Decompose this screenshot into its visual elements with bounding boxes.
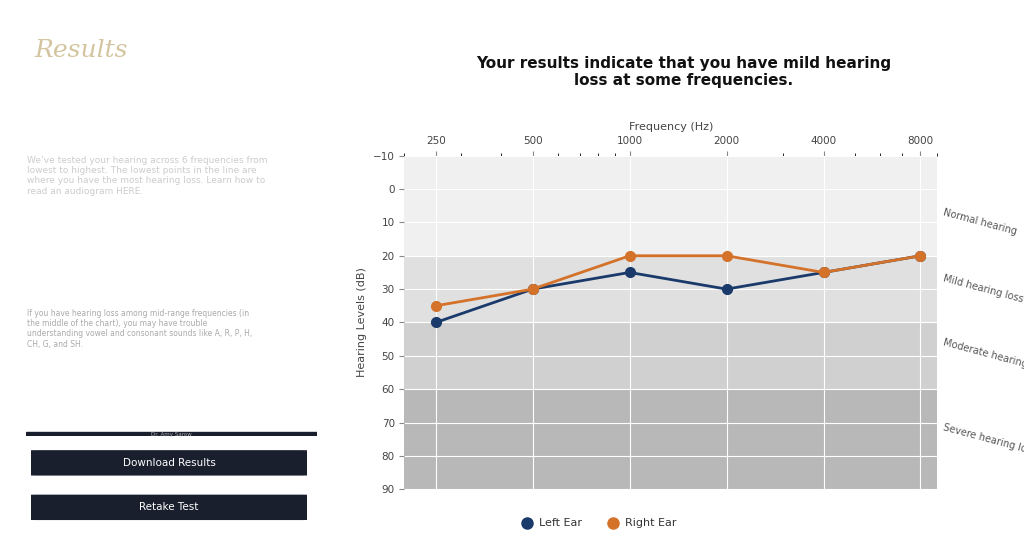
- Text: We’ve tested your hearing across 6 frequencies from
lowest to highest. The lowes: We’ve tested your hearing across 6 frequ…: [28, 156, 268, 196]
- Bar: [404, 389, 937, 489]
- Text: Right Ear: Right Ear: [625, 518, 676, 528]
- Left Ear: [914, 252, 927, 259]
- Text: Dr. Amy Sarow: Dr. Amy Sarow: [152, 431, 191, 436]
- Text: High-frequency Loss (3000 Hz and up)  ▼: High-frequency Loss (3000 Hz and up) ▼: [28, 381, 268, 391]
- X-axis label: Frequency (Hz): Frequency (Hz): [629, 122, 713, 132]
- Y-axis label: Hearing Levels (dB): Hearing Levels (dB): [357, 267, 368, 378]
- Left Ear: [526, 286, 539, 292]
- Left Ear: [624, 269, 636, 276]
- FancyBboxPatch shape: [23, 449, 315, 476]
- Text: Low-frequency Loss (0 - 750 Hz)  ▼: Low-frequency Loss (0 - 750 Hz) ▼: [28, 245, 231, 255]
- Text: Mid-frequency Loss (750 - 3000 Hz)  ▼: Mid-frequency Loss (750 - 3000 Hz) ▼: [28, 278, 252, 288]
- Bar: [404, 322, 937, 389]
- Text: Normal hearing: Normal hearing: [942, 208, 1018, 237]
- Bar: [26, 432, 317, 436]
- Text: Your results indicate that you have mild hearing
loss at some frequencies.: Your results indicate that you have mild…: [476, 56, 891, 88]
- Text: Results: Results: [35, 39, 128, 62]
- Right Ear: [817, 269, 829, 276]
- Text: Retake Test: Retake Test: [139, 503, 199, 512]
- Line: Right Ear: Right Ear: [431, 251, 926, 311]
- Line: Left Ear: Left Ear: [431, 251, 926, 327]
- FancyBboxPatch shape: [23, 494, 315, 521]
- Right Ear: [721, 252, 733, 259]
- Left Ear: [429, 319, 441, 326]
- Text: If you have hearing loss among mid-range frequencies (in
the middle of the chart: If you have hearing loss among mid-range…: [28, 309, 253, 349]
- Text: Download Results: Download Results: [123, 458, 215, 468]
- Text: Left Ear: Left Ear: [539, 518, 582, 528]
- Right Ear: [624, 252, 636, 259]
- Text: Mild hearing loss: Mild hearing loss: [942, 274, 1024, 305]
- Right Ear: [429, 302, 441, 309]
- Text: How to read your results:: How to read your results:: [28, 122, 207, 135]
- Text: Severe hearing loss: Severe hearing loss: [942, 422, 1024, 456]
- Text: How to Read Your
Hearing Test: How to Read Your Hearing Test: [133, 389, 210, 408]
- Right Ear: [526, 286, 539, 292]
- Polygon shape: [148, 406, 195, 414]
- Bar: [404, 156, 937, 256]
- Left Ear: [817, 269, 829, 276]
- Text: Moderate hearing loss: Moderate hearing loss: [942, 337, 1024, 375]
- Left Ear: [721, 286, 733, 292]
- Right Ear: [914, 252, 927, 259]
- Bar: [404, 256, 937, 322]
